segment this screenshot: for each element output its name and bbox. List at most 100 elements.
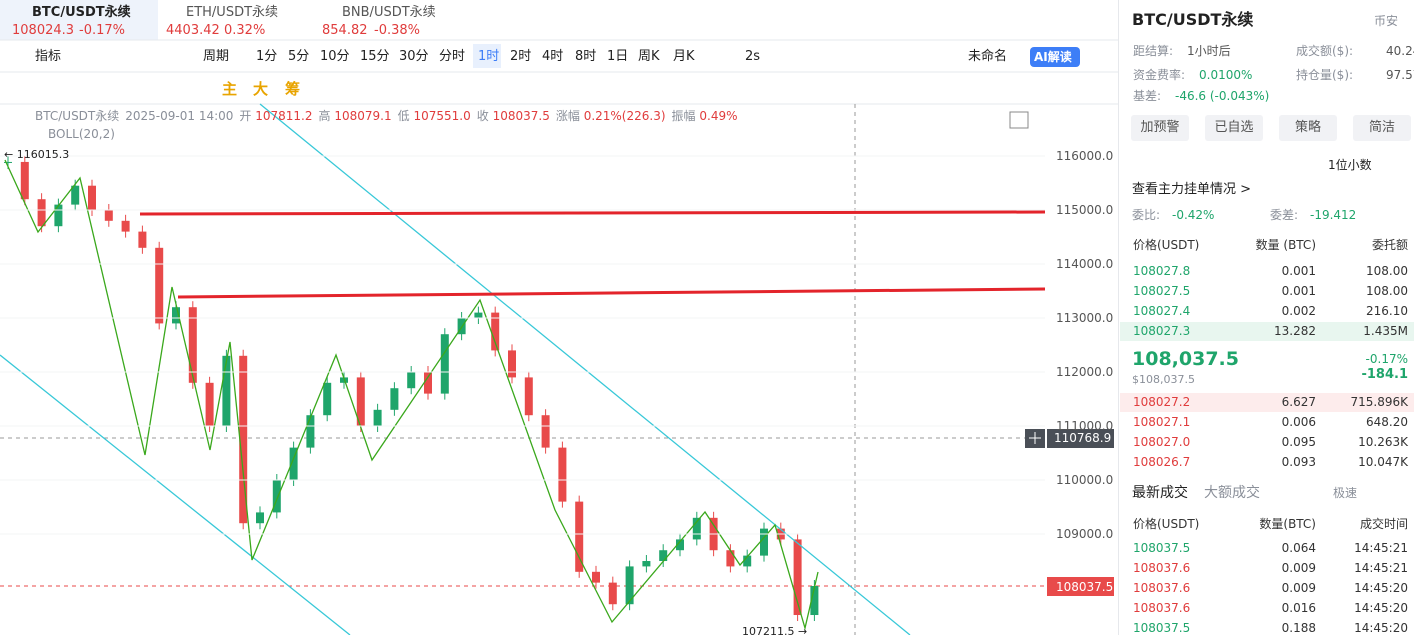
candle — [474, 312, 483, 319]
toolbar-item[interactable]: 1时 — [478, 49, 500, 64]
trade-tab[interactable]: 最新成交 — [1132, 485, 1188, 501]
field: 低 107551.0 — [398, 107, 471, 125]
ask-cell: 108.00 — [1366, 284, 1408, 298]
candle — [289, 447, 298, 481]
ohlc-info: BTC/USDT永续 2025-09-01 14:00 开 107811.2 高 10… — [35, 107, 738, 125]
candle — [205, 382, 214, 427]
toolbar-item[interactable]: 未命名 — [968, 49, 1008, 64]
candle — [491, 312, 500, 351]
toolbar-item[interactable]: 8时 — [575, 49, 597, 64]
fast-toggle[interactable]: 极速 — [1333, 486, 1358, 500]
candle — [88, 185, 96, 211]
main-orders[interactable]: 查看主力挂单情况 > — [1132, 182, 1252, 197]
field: 高 108079.1 — [319, 107, 392, 125]
stat-label: 基差: — [1133, 89, 1162, 103]
candle — [222, 355, 231, 427]
field-label: 高 — [318, 109, 331, 123]
toolbar-item[interactable]: 指标 — [35, 49, 62, 64]
book-header: 价格(USDT) — [1133, 238, 1200, 252]
draw-tool[interactable]: 大 — [253, 80, 269, 98]
ratio-label: 委比: — [1132, 208, 1161, 222]
active-period-bg — [473, 44, 501, 68]
toolbar-item[interactable]: 1分 — [256, 49, 278, 64]
candle — [155, 247, 164, 324]
tab-change: 0.32% — [224, 23, 266, 38]
trade-cell: 14:45:21 — [1354, 561, 1408, 575]
high-label: ← 116015.3 — [4, 148, 70, 161]
y-tick-label: 112000.0 — [1056, 365, 1114, 379]
ask-cell: 0.001 — [1281, 284, 1316, 298]
toolbar-item[interactable]: 15分 — [360, 49, 390, 64]
field: 振幅 0.49% — [672, 107, 738, 125]
toolbar-item[interactable]: AI解读 — [1034, 50, 1072, 64]
candle — [306, 415, 315, 448]
field-label: 振幅 — [671, 109, 696, 123]
last-price-bg — [1047, 577, 1114, 596]
candle — [4, 161, 12, 163]
toolbar-item[interactable]: 5分 — [288, 49, 310, 64]
tab-price: 854.82 — [322, 23, 368, 38]
bid-cell: 0.006 — [1281, 415, 1316, 429]
toolbar-item[interactable]: 2时 — [510, 49, 532, 64]
candle — [172, 307, 180, 324]
fullscreen-icon[interactable] — [1009, 111, 1029, 129]
toolbar-item[interactable]: 周期 — [203, 49, 230, 64]
trade-cell: 108037.6 — [1133, 581, 1191, 595]
bid-cell: 108026.7 — [1133, 455, 1191, 469]
toolbar-item[interactable]: 30分 — [399, 49, 429, 64]
toolbar-item[interactable]: 1日 — [607, 49, 629, 64]
trade-cell: 14:45:20 — [1354, 601, 1408, 615]
field-value: 107551.0 — [413, 109, 471, 123]
field-value: 0.49% — [699, 109, 738, 123]
trade-cell: 0.064 — [1281, 541, 1316, 555]
panel-button[interactable]: 已自选 — [1205, 115, 1263, 141]
candle — [71, 185, 80, 205]
stat-label: 距结算: — [1133, 44, 1174, 58]
panel-button[interactable]: 简洁 — [1353, 115, 1411, 141]
toolbar-item[interactable]: 周K — [638, 49, 660, 64]
candle — [37, 199, 46, 227]
candle — [524, 377, 533, 416]
draw-tool[interactable]: 筹 — [285, 80, 301, 98]
chart-area — [0, 0, 1118, 635]
diff-value: -19.412 — [1310, 208, 1357, 222]
field-value: 108037.5 — [492, 109, 550, 123]
trade-tab[interactable]: 大额成交 — [1204, 485, 1260, 501]
indicator: BOLL(20,2) — [48, 127, 115, 141]
trade-cell: 0.009 — [1281, 581, 1316, 595]
tab-pair[interactable]: BTC/USDT永续 — [32, 5, 131, 20]
last-change: -184.1 — [1361, 367, 1408, 382]
tab-pair[interactable]: BNB/USDT永续 — [342, 5, 436, 20]
plus-icon — [1029, 432, 1041, 444]
toolbar-item[interactable]: 2s — [745, 49, 761, 64]
toolbar-item[interactable]: 4时 — [542, 49, 564, 64]
candle — [239, 355, 248, 524]
time: 2025-09-01 14:00 — [125, 109, 234, 123]
field-label: 低 — [397, 109, 410, 123]
candle — [256, 512, 264, 524]
candle — [54, 204, 63, 227]
toolbar-item[interactable]: 分时 — [439, 49, 466, 64]
stat-value: 97.579亿 — [1386, 68, 1414, 82]
decimals[interactable]: 1位小数 — [1328, 158, 1372, 172]
tab-pair[interactable]: ETH/USDT永续 — [186, 5, 279, 20]
candle — [20, 161, 29, 200]
ai-button-bg[interactable] — [1030, 47, 1080, 67]
candle — [121, 220, 130, 232]
tab-price: 4403.42 — [166, 23, 220, 38]
stat-label: 成交额($): — [1296, 44, 1354, 58]
toolbar-item[interactable]: 月K — [673, 49, 695, 64]
toolbar-item[interactable]: 10分 — [320, 49, 350, 64]
trade-cell: 108037.5 — [1133, 541, 1191, 555]
stat-value: 40.248亿 — [1386, 44, 1414, 58]
candle — [373, 409, 382, 427]
panel-button[interactable]: 加预警 — [1131, 115, 1189, 141]
panel-button[interactable]: 策略 — [1279, 115, 1337, 141]
trade-header: 价格(USDT) — [1133, 517, 1200, 531]
candle — [541, 415, 550, 448]
draw-tool[interactable]: 主 — [222, 80, 238, 98]
trade-header: 数量(BTC) — [1259, 517, 1316, 531]
last-usd: $108,037.5 — [1132, 373, 1195, 386]
ask-cell: 216.10 — [1366, 304, 1408, 318]
panel-title: BTC/USDT永续 — [1132, 10, 1254, 29]
